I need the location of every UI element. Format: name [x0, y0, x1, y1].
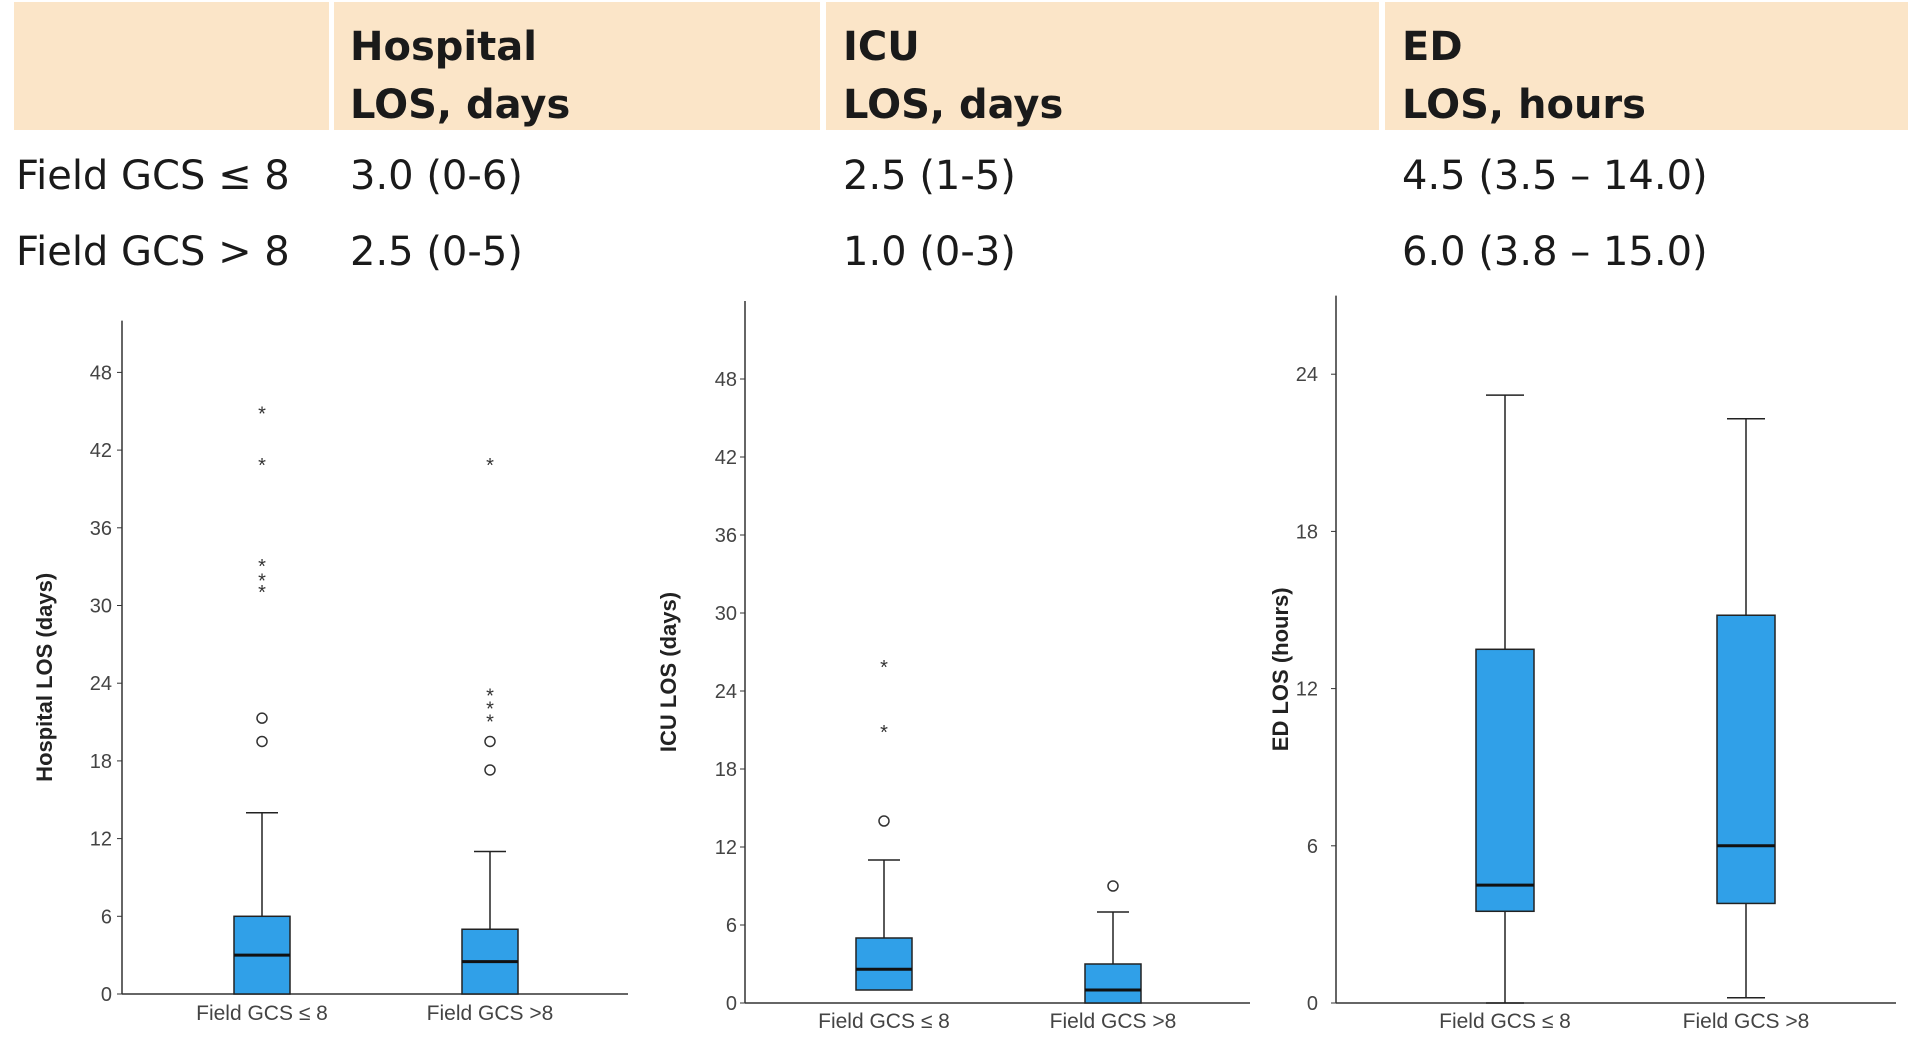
- x-category-label: Field GCS ≤ 8: [1439, 1010, 1571, 1033]
- x-category-label: Field GCS >8: [1050, 1010, 1177, 1033]
- y-tick-label: 48: [715, 369, 737, 391]
- header-hospital: Hospital LOS, days: [350, 18, 570, 134]
- outlier-star: *: [258, 570, 266, 592]
- table-header-band-3: [826, 2, 1379, 130]
- y-tick-label: 18: [90, 751, 112, 773]
- header-ed-line1: ED: [1402, 24, 1463, 70]
- x-category-label: Field GCS ≤ 8: [818, 1010, 950, 1033]
- x-category-label: Field GCS ≤ 8: [196, 1002, 328, 1025]
- y-tick-label: 12: [715, 837, 737, 859]
- y-tick-label: 36: [715, 525, 737, 547]
- header-ed-line2: LOS, hours: [1402, 82, 1646, 128]
- header-icu: ICU LOS, days: [843, 18, 1063, 134]
- outlier-star: *: [258, 455, 266, 477]
- header-hospital-line2: LOS, days: [350, 82, 571, 128]
- header-ed: ED LOS, hours: [1402, 18, 1646, 134]
- outlier-star: *: [880, 657, 888, 679]
- y-tick-label: 42: [715, 447, 737, 469]
- outlier-star: *: [486, 711, 494, 733]
- header-icu-line2: LOS, days: [843, 82, 1064, 128]
- header-hospital-line1: Hospital: [350, 24, 537, 70]
- y-tick-label: 36: [90, 518, 112, 540]
- y-tick-label: 24: [1296, 364, 1318, 386]
- outlier-star: *: [486, 699, 494, 721]
- iqr-box: [855, 937, 913, 991]
- y-tick-label: 18: [1296, 521, 1318, 543]
- row1-ed: 4.5 (3.5 – 14.0): [1402, 153, 1708, 199]
- outlier-circle: [256, 735, 268, 748]
- row2-ed: 6.0 (3.8 – 15.0): [1402, 229, 1708, 275]
- row2-hospital: 2.5 (0-5): [350, 229, 523, 275]
- outlier-star: *: [486, 686, 494, 708]
- y-tick-label: 48: [90, 362, 112, 384]
- x-category-label: Field GCS >8: [427, 1002, 554, 1025]
- y-axis-label: ICU LOS (days): [656, 592, 681, 752]
- box-1: **: [855, 657, 913, 991]
- box-2: ****: [461, 455, 519, 995]
- table-header-band-1: [14, 2, 329, 130]
- box-1: *****: [233, 403, 291, 995]
- y-tick-label: 24: [90, 673, 112, 695]
- y-tick-label: 12: [90, 829, 112, 851]
- iqr-box: [1475, 648, 1535, 913]
- header-icu-line1: ICU: [843, 24, 920, 70]
- y-axis-label: Hospital LOS (days): [32, 573, 57, 782]
- table-header-band-4: [1385, 2, 1908, 130]
- y-tick-label: 0: [101, 984, 112, 1006]
- outlier-circle: [484, 764, 496, 776]
- y-tick-label: 30: [90, 596, 112, 618]
- outlier-circle: [1107, 880, 1119, 892]
- y-tick-label: 0: [1307, 993, 1318, 1015]
- table-header-band-2: [334, 2, 820, 130]
- x-category-label: Field GCS >8: [1683, 1010, 1810, 1033]
- outlier-star: *: [258, 556, 266, 578]
- outlier-star: *: [258, 582, 266, 604]
- y-axis-label: ED LOS (hours): [1268, 587, 1293, 751]
- row1-hospital: 3.0 (0-6): [350, 153, 523, 199]
- row2-label: Field GCS > 8: [16, 229, 290, 275]
- y-tick-label: 6: [101, 906, 112, 928]
- iqr-box: [1084, 963, 1142, 1004]
- outlier-star: *: [258, 403, 266, 425]
- row1-label: Field GCS ≤ 8: [16, 153, 290, 199]
- y-tick-label: 0: [726, 993, 737, 1015]
- box-2: [1084, 880, 1142, 1004]
- row2-icu: 1.0 (0-3): [843, 229, 1016, 275]
- row1-icu: 2.5 (1-5): [843, 153, 1016, 199]
- outlier-star: *: [486, 455, 494, 477]
- outlier-star: *: [880, 722, 888, 744]
- box-1: [1475, 394, 1535, 1004]
- y-tick-label: 42: [90, 440, 112, 462]
- y-tick-label: 6: [726, 915, 737, 937]
- box-2: [1716, 417, 1776, 999]
- y-tick-label: 30: [715, 603, 737, 625]
- outlier-circle: [878, 815, 890, 827]
- y-tick-label: 18: [715, 759, 737, 781]
- boxplot-panel-3: 0 6 12 18 24 ED LOS (hours) Field GCS ≤ 8 Field…: [1268, 295, 1896, 1033]
- y-tick-label: 24: [715, 681, 737, 703]
- y-tick-label: 12: [1296, 679, 1318, 701]
- iqr-box: [1716, 614, 1776, 905]
- outlier-circle: [484, 735, 496, 748]
- y-tick-label: 6: [1307, 836, 1318, 858]
- outlier-circle: [256, 712, 268, 724]
